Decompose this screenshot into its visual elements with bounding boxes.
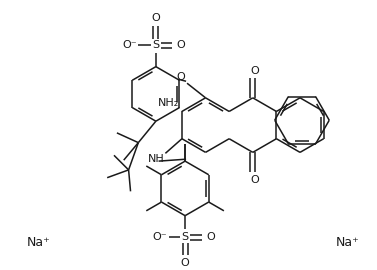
Text: NH₂: NH₂ bbox=[158, 98, 179, 108]
Text: O⁻: O⁻ bbox=[122, 40, 137, 50]
Text: O: O bbox=[250, 66, 259, 76]
Text: O⁻: O⁻ bbox=[152, 232, 167, 242]
Text: O: O bbox=[181, 258, 190, 268]
Text: O: O bbox=[206, 232, 215, 242]
Text: Na⁺: Na⁺ bbox=[336, 237, 360, 249]
Text: O: O bbox=[152, 13, 160, 23]
Text: O: O bbox=[177, 40, 185, 50]
Text: O: O bbox=[250, 175, 259, 185]
Text: S: S bbox=[152, 40, 159, 50]
Text: NH: NH bbox=[148, 154, 165, 164]
Text: O: O bbox=[177, 72, 185, 82]
Text: Na⁺: Na⁺ bbox=[26, 237, 50, 249]
Text: S: S bbox=[182, 232, 188, 242]
